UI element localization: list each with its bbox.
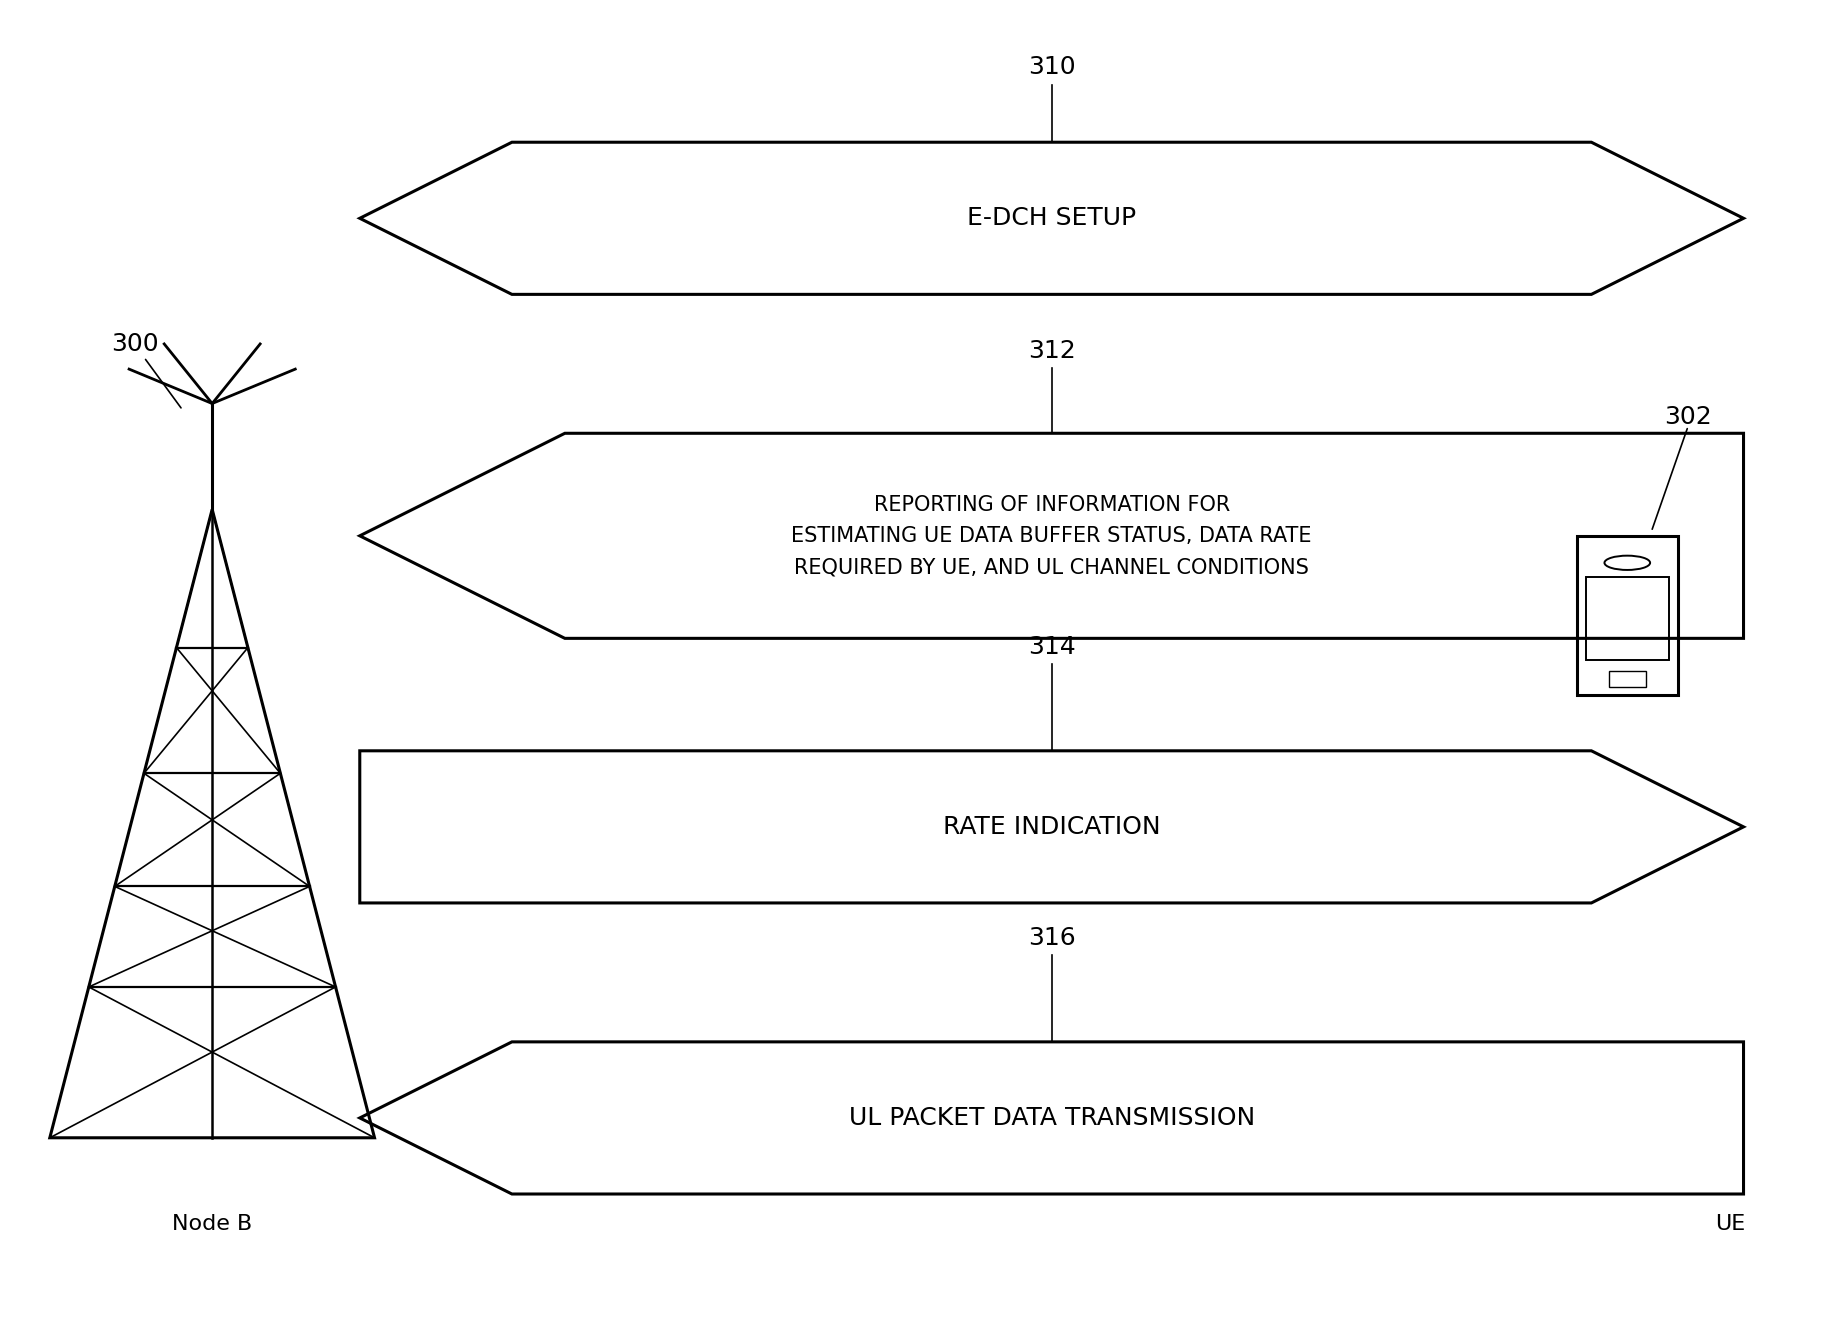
Text: 314: 314: [1028, 635, 1076, 659]
Text: E-DCH SETUP: E-DCH SETUP: [967, 206, 1137, 230]
Bar: [1587, 577, 1670, 660]
Text: 300: 300: [111, 332, 159, 356]
Text: UL PACKET DATA TRANSMISSION: UL PACKET DATA TRANSMISSION: [849, 1106, 1255, 1130]
Bar: [1609, 671, 1646, 687]
Text: 312: 312: [1028, 339, 1076, 363]
Text: RATE INDICATION: RATE INDICATION: [943, 815, 1161, 839]
Text: UE: UE: [1716, 1213, 1745, 1234]
Text: REPORTING OF INFORMATION FOR
ESTIMATING UE DATA BUFFER STATUS, DATA RATE
REQUIRE: REPORTING OF INFORMATION FOR ESTIMATING …: [792, 495, 1312, 577]
Text: 302: 302: [1664, 405, 1712, 429]
Bar: [1576, 536, 1679, 695]
Text: 310: 310: [1028, 56, 1076, 79]
Text: Node B: Node B: [172, 1213, 253, 1234]
Text: 316: 316: [1028, 926, 1076, 950]
